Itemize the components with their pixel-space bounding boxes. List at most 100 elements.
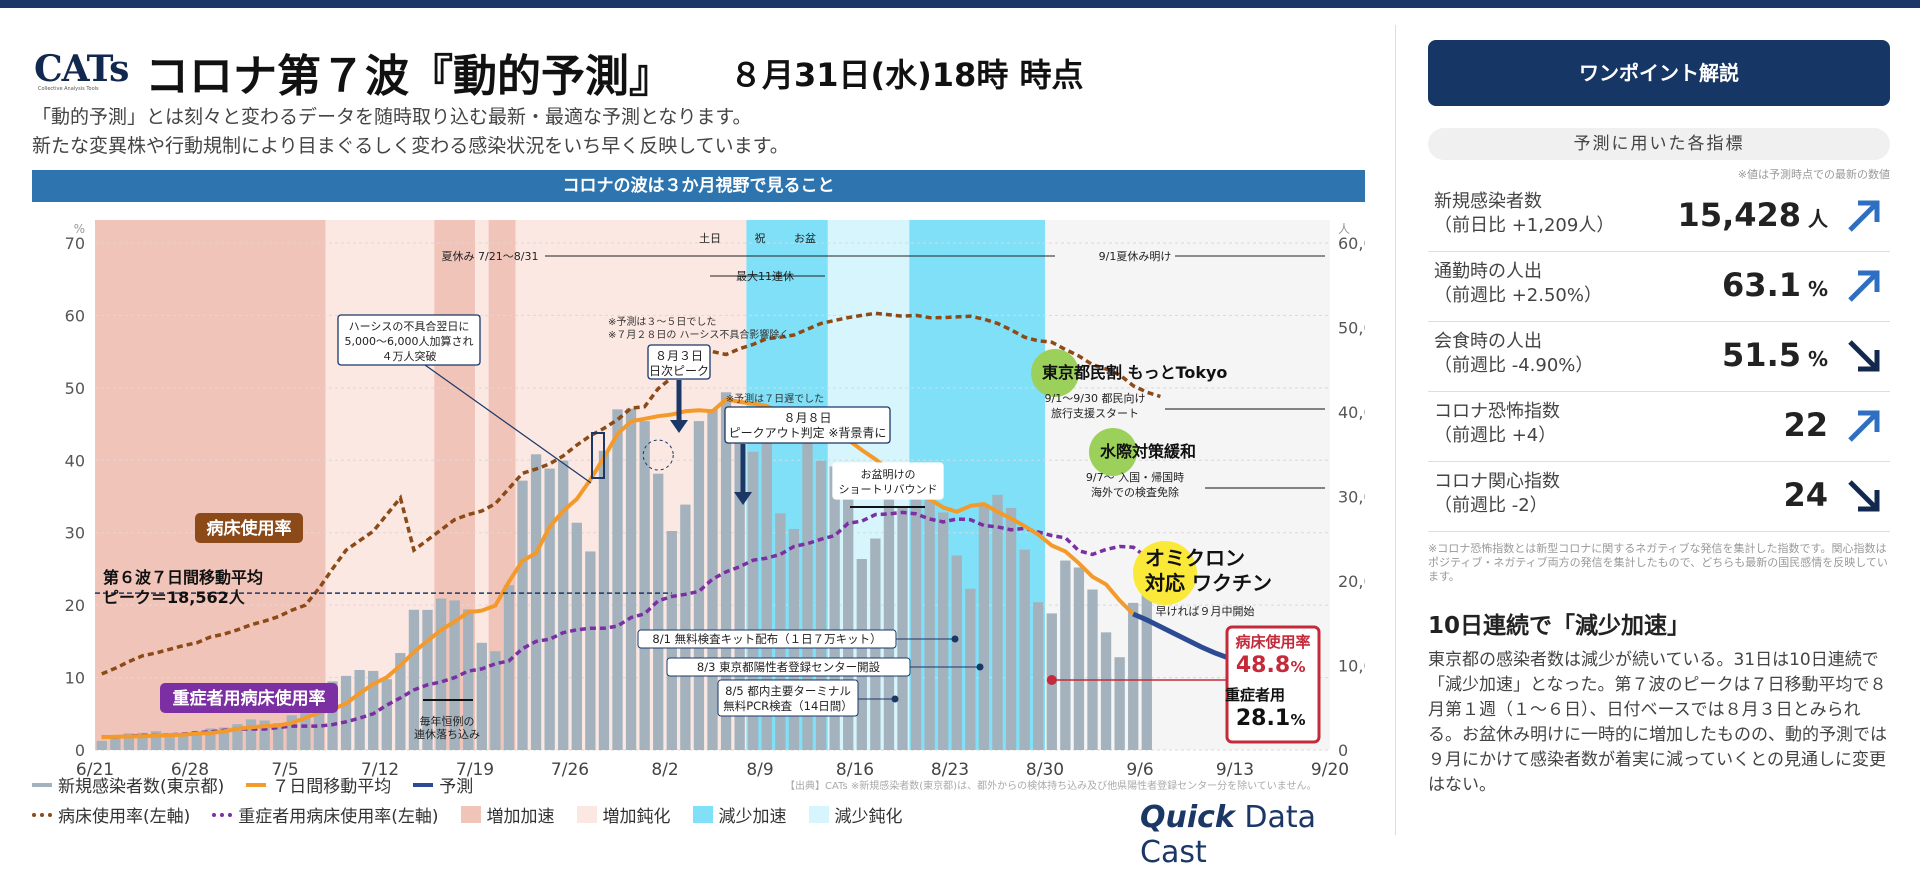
trend-up-arrow-icon bbox=[1848, 410, 1880, 442]
x-axis-tick: 8/23 bbox=[931, 760, 969, 780]
case-bar bbox=[1087, 589, 1098, 750]
case-bar bbox=[843, 491, 854, 750]
policy-text: 8/3 東京都陽性者登録センター開設 bbox=[697, 660, 881, 674]
case-bar bbox=[639, 421, 650, 750]
left-axis-tick: 30 bbox=[65, 524, 85, 543]
left-axis-tick: 40 bbox=[65, 451, 85, 470]
severe-summary-label: 重症者用 bbox=[1225, 686, 1285, 704]
case-bar bbox=[96, 740, 107, 750]
holiday-label: 土日 bbox=[699, 232, 721, 245]
x-axis-tick: 9/20 bbox=[1311, 760, 1349, 780]
case-bar bbox=[951, 555, 962, 750]
case-bar bbox=[232, 724, 243, 750]
annotation-text: ４万人突破 bbox=[382, 349, 437, 363]
bed-callout-text: 病床使用率 bbox=[207, 518, 292, 539]
annotation-text: ８月３日 bbox=[655, 349, 703, 363]
hers-pointer bbox=[424, 364, 592, 484]
sixth-wave-label: ピーク＝18,562人 bbox=[103, 588, 246, 607]
indicator-row: 新規感染者数 （前日比 +1,209人） 15,428 人 bbox=[1428, 182, 1890, 252]
case-bar bbox=[815, 460, 827, 750]
case-bar bbox=[802, 434, 813, 750]
vaccine-icon bbox=[1133, 541, 1197, 605]
prediction-note: ※７月２８日の ハーシス不具合影響除く bbox=[608, 328, 789, 341]
page-title: コロナ第７波『動的予測』 bbox=[145, 51, 673, 102]
indicator-value: 24 bbox=[1783, 476, 1828, 514]
trend-down-arrow-icon bbox=[1848, 340, 1880, 372]
case-bar bbox=[381, 679, 392, 750]
indicator-value: 63.1 % bbox=[1722, 266, 1828, 304]
severe-summary-value: 28.1 bbox=[1236, 706, 1290, 731]
bed-callout bbox=[195, 513, 303, 543]
indicator-row: コロナ関心指数 （前週比 -2） 24 bbox=[1428, 462, 1890, 532]
policy-text: 無料PCR検査（14日間） bbox=[723, 699, 853, 713]
hers-highlight bbox=[591, 432, 605, 479]
case-bar bbox=[137, 732, 148, 750]
case-bar bbox=[286, 715, 297, 750]
annotation-text: ピークアウト判定 ※背景青に bbox=[729, 425, 887, 440]
case-bar bbox=[273, 723, 284, 750]
case-bar bbox=[612, 409, 623, 750]
case-bar bbox=[1100, 632, 1112, 750]
right-axis-tick: 10,000 bbox=[1338, 657, 1365, 676]
description-line-1: 「動的予測」とは刻々と変わるデータを随時取り込む最新・最適な予測となります。 bbox=[32, 106, 752, 128]
one-point-panel: ワンポイント解説 予測に用いた各指標 ※値は予測時点での最新の数値 新規感染者数… bbox=[1428, 40, 1890, 798]
left-axis-tick: 60 bbox=[65, 306, 85, 325]
right-axis-tick: 20,000 bbox=[1338, 572, 1365, 591]
case-bar bbox=[585, 551, 596, 750]
case-bar bbox=[965, 588, 976, 750]
case-bar bbox=[978, 503, 990, 750]
case-bar bbox=[435, 598, 447, 750]
legend-slow-dec: 減少鈍化 bbox=[808, 802, 903, 827]
x-axis-tick: 8/2 bbox=[651, 760, 678, 780]
case-bar bbox=[1019, 549, 1030, 750]
x-axis-tick: 7/12 bbox=[361, 760, 399, 780]
motto-tokyo-text: 旅行支援スタート bbox=[1051, 406, 1139, 420]
motto-tokyo-text: 9/1〜9/30 都民向け bbox=[1045, 391, 1146, 405]
panel-divider bbox=[1395, 25, 1396, 835]
case-bar bbox=[530, 454, 542, 750]
x-axis-tick: 9/13 bbox=[1216, 760, 1254, 780]
indicator-name: 新規感染者数 （前日比 +1,209人） bbox=[1434, 191, 1615, 236]
annotation-text: ハーシスの不具合翌日に bbox=[349, 319, 470, 333]
x-axis-tick: 8/16 bbox=[836, 760, 874, 780]
severe-callout-text: 重症者用病床使用率 bbox=[173, 688, 326, 709]
case-bar bbox=[123, 733, 135, 750]
case-bar bbox=[910, 466, 922, 750]
motto-tokyo-icon bbox=[1031, 349, 1079, 397]
vaccine-title: 対応 ワクチン bbox=[1144, 571, 1272, 595]
legend-row-1: 新規感染者数(東京都) ７日間移動平均 予測 bbox=[32, 772, 1032, 797]
case-bar bbox=[693, 421, 705, 750]
x-axis-tick: 6/28 bbox=[171, 760, 209, 780]
bed-summary-label: 病床使用率 bbox=[1235, 633, 1310, 651]
trend-up-arrow-icon bbox=[1848, 270, 1880, 302]
yearly-dip-label: 連休落ち込み bbox=[414, 727, 480, 741]
vaccine-text: 早ければ９月中開始 bbox=[1156, 604, 1255, 618]
case-bar bbox=[680, 504, 691, 750]
case-bar bbox=[734, 408, 745, 750]
cats-logo-sub: Collective Analysis Tools bbox=[38, 86, 99, 92]
legend-slow-inc: 増加鈍化 bbox=[576, 802, 671, 827]
case-bar bbox=[218, 727, 230, 750]
case-bar bbox=[1060, 560, 1071, 750]
legend-bed: 病床使用率(左軸) bbox=[32, 802, 190, 827]
chart-banner: コロナの波は３か月視野で見ること bbox=[32, 170, 1365, 202]
x-axis-tick: 8/9 bbox=[746, 760, 773, 780]
left-axis-tick: 10 bbox=[65, 669, 85, 688]
indicator-row: コロナ恐怖指数 （前週比 +4） 22 bbox=[1428, 392, 1890, 462]
case-bar bbox=[1114, 657, 1125, 750]
annotation-text: 日次ピーク bbox=[649, 364, 709, 378]
x-axis-tick: 7/26 bbox=[551, 760, 589, 780]
peakout-arrowhead bbox=[734, 492, 752, 505]
case-bar bbox=[897, 506, 908, 750]
case-bar bbox=[150, 731, 162, 750]
bed-summary-unit: % bbox=[1290, 658, 1305, 676]
indicator-value: 15,428 人 bbox=[1677, 196, 1828, 234]
case-bar bbox=[164, 733, 175, 750]
case-bar bbox=[490, 651, 501, 750]
vaccine-title: オミクロン bbox=[1145, 546, 1245, 570]
case-bar bbox=[1141, 593, 1152, 750]
annotation-text: お盆明けの bbox=[861, 467, 916, 481]
border-relax-icon bbox=[1089, 428, 1137, 476]
indicator-name: コロナ関心指数 （前週比 -2） bbox=[1434, 471, 1560, 516]
right-axis-tick: 50,000 bbox=[1338, 319, 1365, 338]
